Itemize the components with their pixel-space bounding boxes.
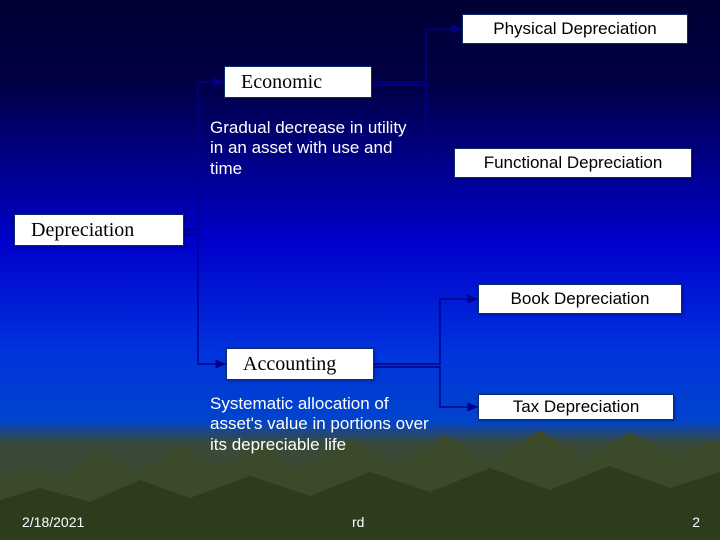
node-depreciation: Depreciation [14, 214, 184, 246]
node-physical-depreciation: Physical Depreciation [462, 14, 688, 44]
node-label: Tax Depreciation [513, 397, 640, 417]
footer-page: 2 [692, 514, 700, 530]
node-accounting: Accounting [226, 348, 374, 380]
node-label: Depreciation [31, 219, 134, 242]
node-tax-depreciation: Tax Depreciation [478, 394, 674, 420]
accounting-description: Systematic allocation of asset's value i… [210, 394, 434, 455]
node-book-depreciation: Book Depreciation [478, 284, 682, 314]
node-label: Economic [241, 71, 322, 94]
node-label: Accounting [243, 353, 336, 376]
node-functional-depreciation: Functional Depreciation [454, 148, 692, 178]
economic-description: Gradual decrease in utility in an asset … [210, 118, 420, 179]
node-label: Physical Depreciation [493, 19, 656, 39]
footer-date: 2/18/2021 [22, 514, 84, 530]
slide-footer: 2/18/2021 rd 2 [0, 510, 720, 530]
node-label: Book Depreciation [511, 289, 650, 309]
footer-center: rd [352, 514, 364, 530]
node-label: Functional Depreciation [484, 153, 663, 173]
node-economic: Economic [224, 66, 372, 98]
